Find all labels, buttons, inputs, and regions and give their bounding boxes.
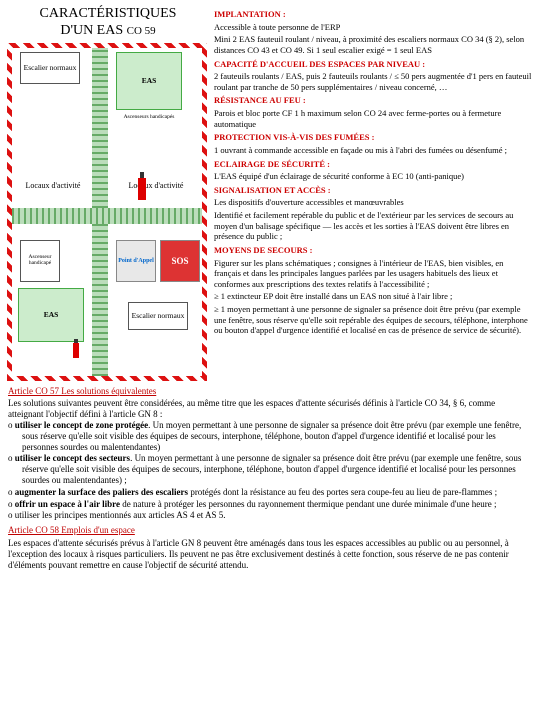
point-appel-box: Point d'Appel [116, 240, 156, 282]
sos-box: SOS [160, 240, 200, 282]
art57-li2: utiliser le concept des secteurs. Un moy… [8, 453, 532, 485]
signal-l2: Identifié et facilement repérable du pub… [214, 210, 532, 242]
stair-bottom: Escalier normaux [128, 302, 188, 330]
secours-l3: ≥ 1 moyen permettant à une personne de s… [214, 304, 532, 336]
secours-head: MOYENS DE SECOURS : [214, 245, 532, 256]
implantation-l1: Accessible à toute personne de l'ERP [214, 22, 532, 33]
art57-li5: utiliser les principes mentionnés aux ar… [8, 510, 532, 521]
fumees-head: PROTECTION VIS-À-VIS DES FUMÉES : [214, 132, 532, 143]
li4-text: de nature à protéger les personnes du ra… [120, 499, 496, 509]
eclairage-head: ECLAIRAGE DE SÉCURITÉ : [214, 159, 532, 170]
sos-label: SOS [171, 256, 188, 266]
asc-hand-top-label: Ascenseurs handicapés [116, 114, 182, 120]
secours-l2: ≥ 1 extincteur EP doit être installé dan… [214, 291, 532, 302]
implantation-head: IMPLANTATION : [214, 9, 532, 20]
extinguisher-icon-2 [70, 338, 82, 360]
activity-left-label: Locaux d'activité [26, 182, 81, 190]
stair-top: Escalier normaux [20, 52, 80, 84]
eas-label-bottom: EAS [44, 311, 59, 319]
art57-li4: offrir un espace à l'air libre de nature… [8, 499, 532, 510]
eas-box-bottom: EAS [18, 288, 84, 342]
li2-bold: utiliser le concept des secteurs [15, 453, 130, 463]
capacite-head: CAPACITÉ D'ACCUEIL DES ESPACES PAR NIVEA… [214, 59, 532, 70]
feu-head: RÉSISTANCE AU FEU : [214, 95, 532, 106]
eas-box-top: EAS [116, 52, 182, 110]
fumees-l1: 1 ouvrant à commande accessible en façad… [214, 145, 532, 156]
secours-l1: Figurer sur les plans schématiques ; con… [214, 258, 532, 290]
title-line1: CARACTÉRISTIQUES [40, 6, 177, 21]
art58-body: Les espaces d'attente sécurisés prévus à… [8, 538, 532, 570]
li3-text: protégés dont la résistance au feu des p… [188, 487, 497, 497]
art57-li3: augmenter la surface des paliers des esc… [8, 487, 532, 498]
art57-li1: utiliser le concept de zone protégée. Un… [8, 420, 532, 452]
stair-top-label: Escalier normaux [24, 64, 77, 72]
floor-plan-diagram: Escalier normaux EAS Ascenseurs handicap… [8, 44, 206, 380]
corridor-horizontal [12, 208, 202, 224]
stair-bottom-label: Escalier normaux [132, 312, 185, 320]
li5-text: utiliser les principes mentionnés aux ar… [15, 510, 226, 520]
art57-head: Article CO 57 Les solutions équivalentes [8, 386, 532, 397]
eclairage-l1: L'EAS équipé d'un éclairage de sécurité … [214, 171, 532, 182]
eas-label-top: EAS [142, 77, 157, 85]
page-title: CARACTÉRISTIQUES D'UN EAS CO 59 [8, 6, 208, 40]
signal-head: SIGNALISATION ET ACCÈS : [214, 185, 532, 196]
art57-intro: Les solutions suivantes peuvent être con… [8, 398, 532, 420]
signal-l1: Les dispositifs d'ouverture accessibles … [214, 197, 532, 208]
capacite-l1: 2 fauteuils roulants / EAS, puis 2 faute… [214, 71, 532, 92]
extinguisher-icon [132, 170, 152, 206]
title-line2b: CO 59 [127, 25, 156, 37]
characteristics-text: IMPLANTATION : Accessible à toute person… [214, 6, 532, 380]
title-line2a: D'UN EAS [60, 23, 126, 38]
lift-label: Ascenseur handicapé [21, 255, 59, 266]
art58-head: Article CO 58 Emplois d'un espace [8, 525, 532, 536]
point-appel-label: Point d'Appel [118, 258, 154, 264]
li4-bold: offrir un espace à l'air libre [15, 499, 120, 509]
li3-bold: augmenter la surface des paliers des esc… [15, 487, 188, 497]
bottom-articles: Article CO 57 Les solutions équivalentes… [8, 386, 532, 571]
li1-bold: utiliser le concept de zone protégée [15, 420, 148, 430]
feu-l1: Parois et bloc porte CF 1 h maximum selo… [214, 108, 532, 129]
implantation-l2: Mini 2 EAS fauteuil roulant / niveau, à … [214, 34, 532, 55]
lift-box: Ascenseur handicapé [20, 240, 60, 282]
